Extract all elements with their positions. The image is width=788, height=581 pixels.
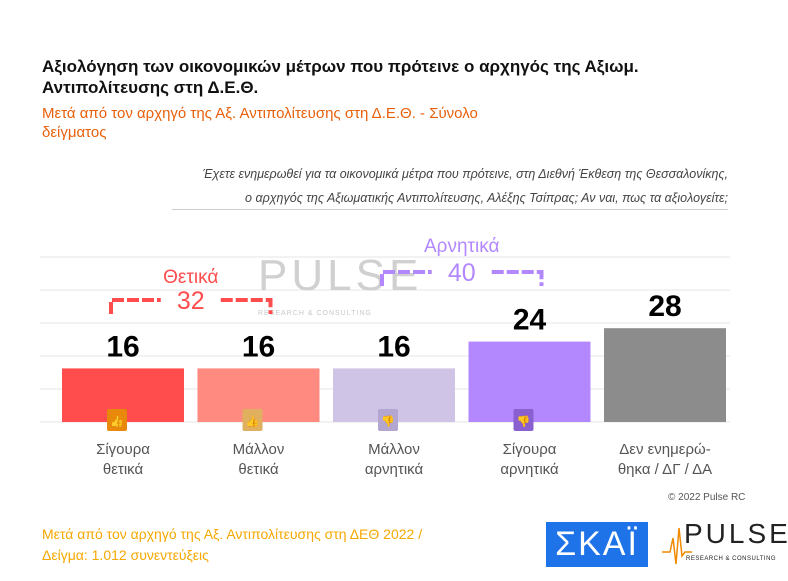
footer-line-1: Μετά από τον αρχηγό της Αξ. Αντιπολίτευσ… — [42, 526, 423, 542]
group-label: Θετικά — [163, 267, 218, 288]
category-label: αρνητικά — [365, 461, 424, 478]
group-total: 32 — [177, 287, 205, 315]
bar — [604, 328, 726, 422]
bar-value-label: 16 — [242, 330, 275, 363]
group-bracket-right — [491, 270, 544, 286]
watermark-tagline: RESEARCH & CONSULTING — [258, 310, 372, 317]
category-label: Δεν ενημερώ- — [619, 441, 710, 458]
skai-logo: ΣΚΑΪ — [546, 522, 648, 567]
category-label: θετικά — [103, 461, 144, 478]
bar-value-label: 16 — [377, 330, 410, 363]
group-bracket-right — [220, 298, 273, 314]
category-label: Μάλλον — [368, 441, 420, 458]
double-thumbs-down-icon-glyph: 👎 — [517, 415, 531, 428]
category-label: Σίγουρα — [503, 441, 557, 458]
footer-note: Μετά από τον αρχηγό της Αξ. Αντιπολίτευσ… — [42, 524, 422, 566]
copyright: © 2022 Pulse RC — [668, 492, 746, 503]
bar-value-label: 24 — [513, 304, 547, 337]
double-thumbs-up-icon — [107, 409, 127, 431]
chart-title: Αξιολόγηση των οικονομικών μέτρων που πρ… — [42, 57, 639, 97]
question-line-2: ο αρχηγός της Αξιωματικής Αντιπολίτευσης… — [245, 191, 728, 205]
thumbs-up-icon-glyph: 👍 — [246, 415, 260, 428]
double-thumbs-up-icon-glyph: 👍 — [110, 415, 124, 428]
double-thumbs-down-icon — [513, 409, 534, 431]
pulse-logo: PULSE RESEARCH & CONSULTING — [662, 518, 788, 568]
category-label: Μάλλον — [233, 441, 285, 458]
thumbs-down-icon-glyph: 👎 — [381, 415, 395, 428]
category-label: θετικά — [238, 461, 279, 478]
group-total: 40 — [448, 259, 476, 287]
bar — [468, 341, 591, 422]
footer-line-2: Δείγμα: 1.012 συνεντεύξεις — [42, 547, 209, 563]
category-label: αρνητικά — [500, 461, 559, 478]
group-bracket-left — [109, 298, 161, 314]
group-label: Αρνητικά — [424, 236, 500, 257]
survey-question: Έχετε ενημερωθεί για τα οικονομικά μέτρα… — [88, 162, 728, 210]
bar-value-label: 28 — [648, 290, 681, 323]
category-label: Σίγουρα — [96, 441, 150, 458]
bar-value-label: 16 — [106, 330, 139, 363]
thumbs-up-icon — [242, 409, 263, 431]
group-bracket-left — [380, 270, 432, 286]
thumbs-down-icon — [378, 409, 398, 431]
divider — [172, 209, 728, 210]
category-label: θηκα / ΔΓ / ΔΑ — [618, 461, 712, 478]
question-line-1: Έχετε ενημερωθεί για τα οικονομικά μέτρα… — [202, 167, 728, 181]
watermark-pulse-logo: PULSE — [258, 251, 422, 300]
chart-subtitle: Μετά από τον αρχηγό της Αξ. Αντιπολίτευσ… — [42, 105, 478, 141]
